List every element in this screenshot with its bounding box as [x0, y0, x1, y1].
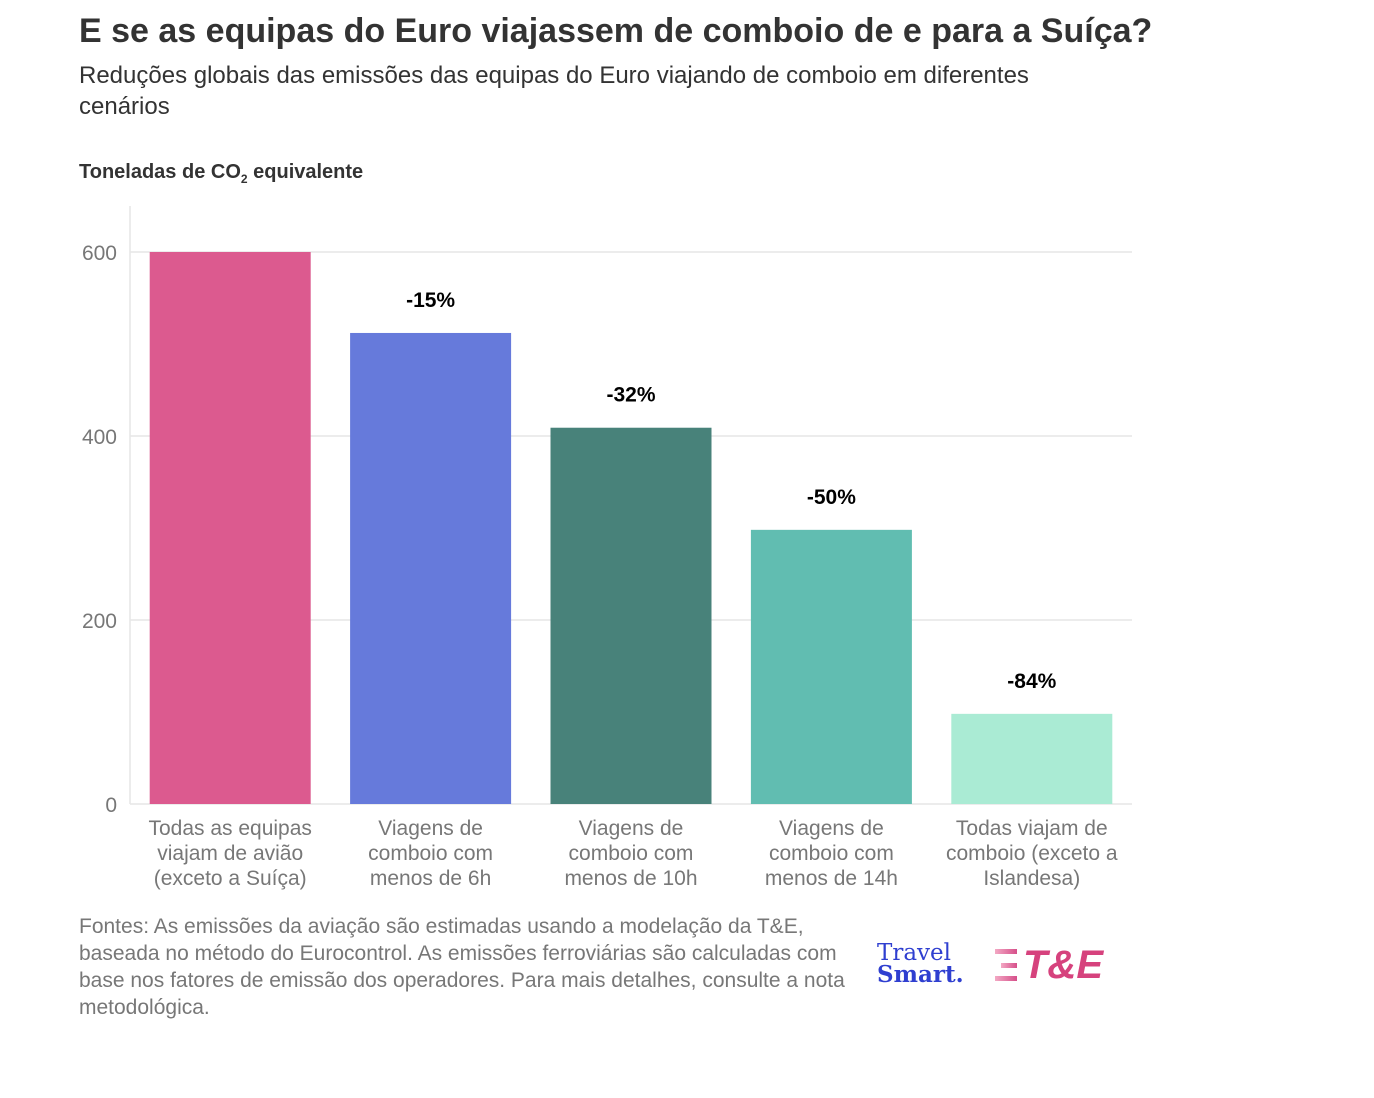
bar	[550, 427, 712, 804]
y-tick-label: 400	[82, 426, 117, 449]
y-tick-label: 600	[82, 242, 117, 265]
bar	[149, 252, 311, 804]
y-axis-title-main: Toneladas de CO	[79, 161, 241, 183]
travel-smart-logo: Travel Smart.	[877, 940, 964, 988]
x-tick-label: Viagens de	[779, 817, 884, 840]
x-tick-label: Islandesa)	[983, 867, 1080, 890]
te-logo-mark-icon	[995, 949, 1017, 981]
chart-title: E se as equipas do Euro viajassem de com…	[79, 12, 1153, 50]
y-axis-title-subscript: 2	[240, 172, 248, 186]
bar	[951, 713, 1113, 804]
data-label: -32%	[606, 384, 655, 407]
y-axis-title: Toneladas de CO2 equivalente	[79, 161, 363, 186]
x-tick-label: (exceto a Suíça)	[154, 867, 307, 890]
logo-travel-text: Travel	[877, 940, 952, 966]
x-tick-label: menos de 10h	[564, 867, 697, 890]
x-tick-label: Viagens de	[378, 817, 483, 840]
x-tick-label: comboio (exceto a	[946, 842, 1118, 865]
data-label: -50%	[807, 486, 856, 509]
te-logo-text: T&E	[1023, 942, 1103, 987]
x-tick-label: comboio com	[569, 842, 694, 865]
x-tick-label: Todas viajam de	[956, 817, 1108, 840]
bar	[350, 332, 512, 804]
logo-smart-text: Smart.	[877, 961, 964, 988]
y-axis-title-end: equivalente	[247, 161, 364, 183]
x-tick-label: comboio com	[769, 842, 894, 865]
x-tick-label: menos de 6h	[370, 867, 491, 890]
data-label: -15%	[406, 289, 455, 312]
te-logo: T&E	[995, 940, 1103, 990]
chart-subtitle: Reduções globais das emissões das equipa…	[79, 62, 1029, 120]
x-tick-label: Viagens de	[579, 817, 684, 840]
data-label: -84%	[1007, 670, 1056, 693]
source-note: Fontes: As emissões da aviação são estim…	[79, 915, 845, 1019]
x-tick-label: viajam de avião	[157, 842, 303, 865]
y-tick-label: 200	[82, 610, 117, 633]
x-tick-label: comboio com	[368, 842, 493, 865]
bar	[750, 529, 912, 804]
x-tick-label: Todas as equipas	[148, 817, 311, 840]
y-tick-label: 0	[105, 794, 117, 817]
x-tick-label: menos de 14h	[765, 867, 898, 890]
